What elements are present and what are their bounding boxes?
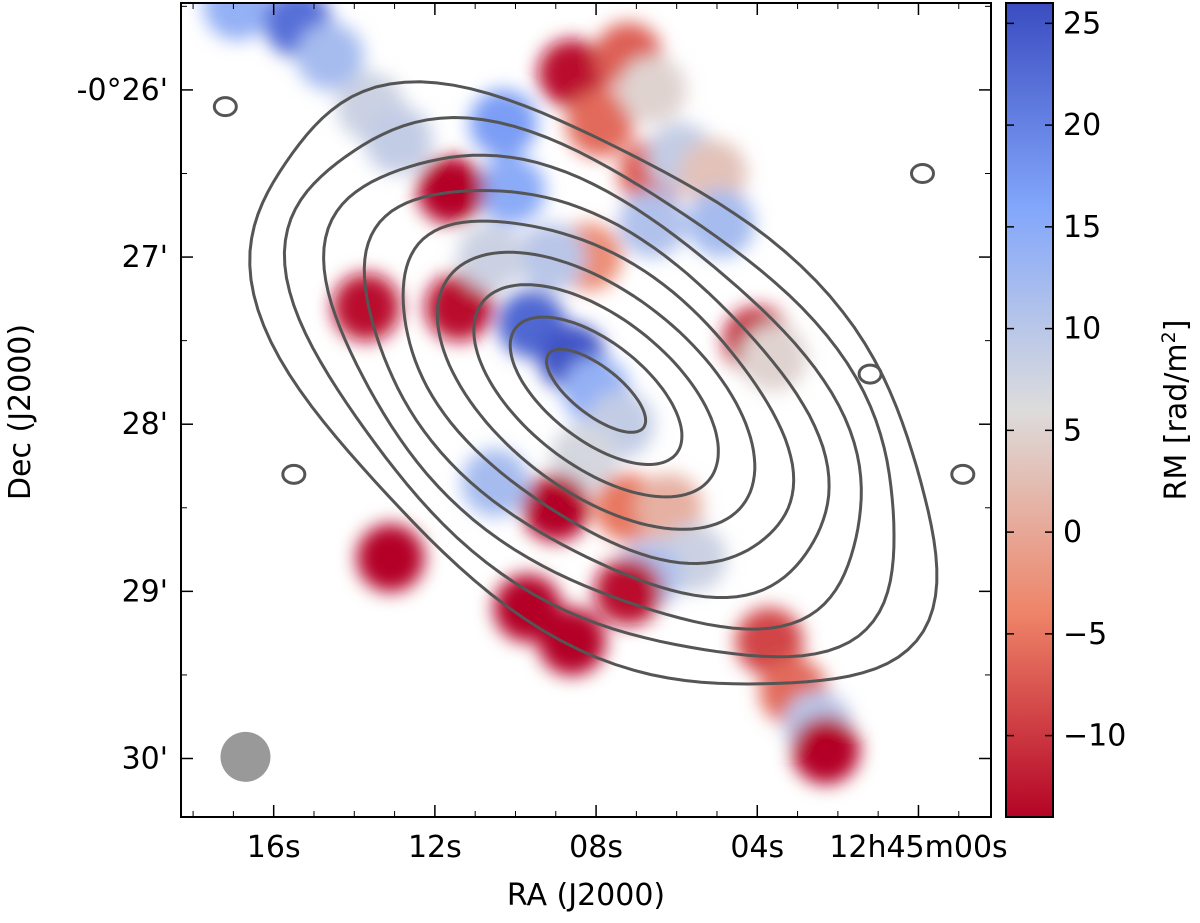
rm-region (296, 22, 365, 91)
rm-region (549, 423, 618, 492)
colorbar-tick-label: 20 (1063, 108, 1101, 143)
colorbar-ticks: 25 20 15 10 5 0 −5 −10 (1006, 6, 1126, 754)
contour-island (950, 463, 976, 485)
x-axis-label: RA (J2000) (507, 878, 665, 913)
colorbar-tick-label: 0 (1063, 515, 1082, 550)
colorbar-tick-label: 15 (1063, 210, 1101, 245)
colorbar-tick-label: −5 (1063, 617, 1107, 652)
x-tick-label: 16s (247, 830, 301, 865)
colorbar-label: RM [rad/m2] (1158, 320, 1194, 501)
contour-level (508, 315, 684, 466)
contour-level (435, 250, 757, 531)
contour-level (362, 188, 831, 599)
colorbar-tick-label: 25 (1063, 6, 1101, 41)
rm-region (203, 3, 272, 41)
contour-level (282, 115, 896, 659)
y-axis-label: Dec (J2000) (3, 324, 38, 500)
rm-region (594, 557, 663, 626)
colorbar-label-suffix: ] (1159, 320, 1194, 332)
beam-layer (220, 731, 271, 782)
rm-region (461, 448, 530, 517)
contour-island (909, 162, 935, 184)
rm-region (477, 156, 546, 225)
rm-region (537, 39, 606, 108)
rm-color-layer (203, 3, 860, 785)
rm-region (618, 55, 687, 124)
contour-level (401, 219, 796, 566)
x-tick-label: 04s (730, 830, 784, 865)
contour-level (544, 347, 648, 434)
colorbar-tick-label: 10 (1063, 312, 1101, 347)
rm-region (457, 223, 526, 292)
contour-island (857, 363, 883, 385)
x-tick-label: 12h45m00s (829, 830, 1007, 865)
rm-region (791, 716, 860, 785)
colorbar-tick-label: −10 (1063, 719, 1126, 754)
y-tick-label: 29' (122, 574, 168, 609)
contour-level (248, 80, 939, 686)
rm-region (356, 523, 425, 592)
contour-layer (212, 80, 976, 686)
rm-region (566, 89, 635, 158)
rm-region (521, 473, 590, 542)
y-tick-label: 27' (122, 240, 168, 275)
x-tick-label: 12s (408, 830, 462, 865)
rm-region (332, 273, 401, 342)
contour-island (281, 463, 307, 485)
colorbar (1006, 3, 1053, 817)
contour-island (212, 96, 238, 118)
rm-region (537, 607, 606, 676)
x-tick-label: 08s (569, 830, 623, 865)
plot-frame (180, 2, 992, 818)
y-tick-label: 30' (122, 741, 168, 776)
x-axis-ticks: 16s 12s 08s 04s 12h45m00s (192, 3, 1008, 865)
contour-level (322, 153, 863, 631)
y-tick-label: -0°26' (77, 73, 168, 108)
beam-ellipse (220, 731, 271, 782)
rm-region (417, 156, 485, 225)
colorbar-label-prefix: RM [rad/m (1159, 343, 1194, 500)
rm-region (687, 189, 755, 258)
colorbar-tick-label: 5 (1063, 413, 1082, 448)
contour-level (472, 283, 720, 499)
colorbar-frame (1005, 2, 1054, 818)
colorbar-label-sup: 2 (1158, 331, 1180, 343)
y-axis-ticks: -0°26' 27' 28' 29' 30' (77, 5, 991, 776)
y-tick-label: 28' (122, 407, 168, 442)
